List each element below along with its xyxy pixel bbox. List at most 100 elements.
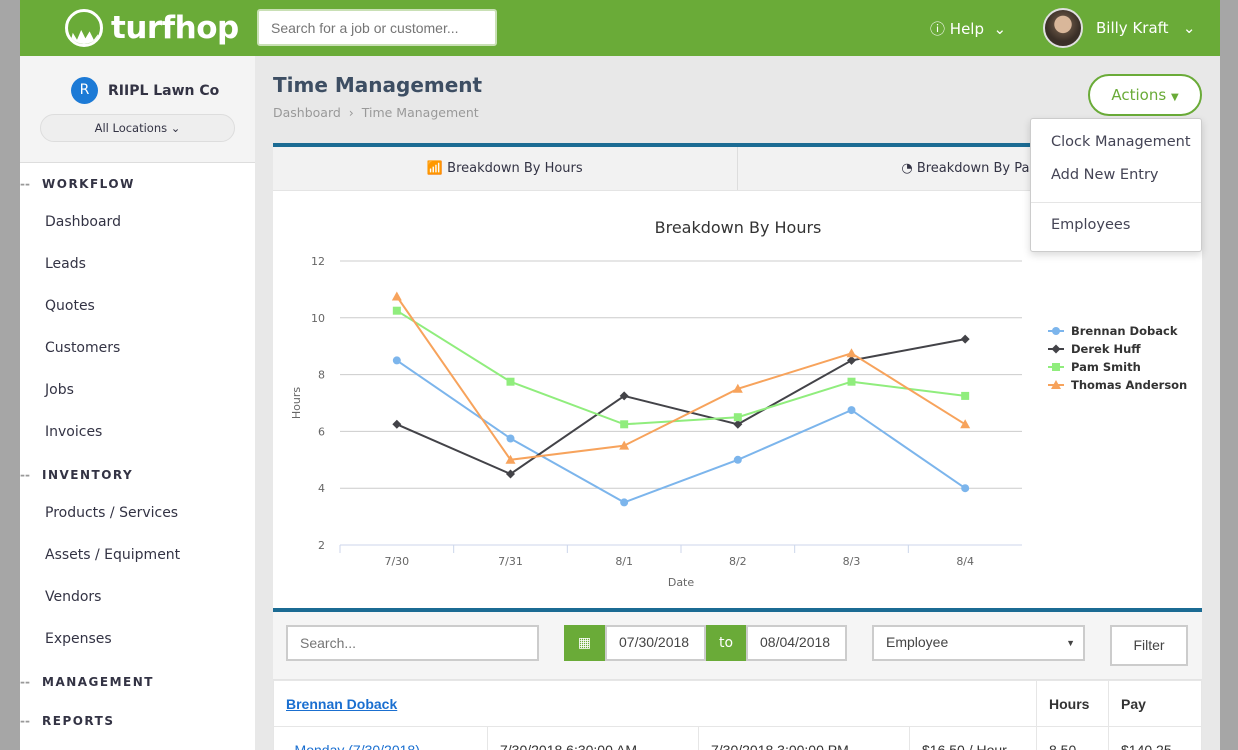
user-name: Billy Kraft — [1096, 19, 1169, 37]
data-point — [733, 413, 742, 422]
data-point — [506, 434, 515, 443]
nav-invoices[interactable]: Invoices — [45, 424, 103, 440]
to-date-input[interactable]: 08/04/2018 — [746, 625, 847, 661]
data-point — [733, 455, 742, 464]
y-tick-label: 10 — [311, 312, 325, 325]
grass-logo-icon — [65, 9, 103, 47]
to-label: to — [706, 625, 746, 661]
data-point — [847, 355, 856, 365]
nav-expenses[interactable]: Expenses — [45, 631, 112, 647]
actions-label: Actions — [1111, 86, 1167, 104]
time-table: Brennan Doback Hours Pay - Monday (7/30/20… — [273, 680, 1202, 750]
menu-clock-management[interactable]: Clock Management — [1051, 134, 1191, 150]
menu-employees[interactable]: Employees — [1051, 217, 1131, 233]
x-tick-label: 8/3 — [843, 555, 861, 568]
nav-quotes[interactable]: Quotes — [45, 298, 95, 314]
y-tick-label: 2 — [318, 539, 325, 552]
y-tick-label: 8 — [318, 369, 325, 382]
location-select[interactable]: All Locations ⌄ — [40, 114, 235, 142]
legend-marker — [1051, 380, 1061, 389]
legend-marker — [1052, 363, 1060, 371]
tab-breakdown-hours[interactable]: 📶 Breakdown By Hours — [273, 147, 738, 190]
actions-button[interactable]: Actions ▼ — [1088, 74, 1202, 116]
menu-add-new-entry[interactable]: Add New Entry — [1051, 167, 1159, 183]
x-tick-label: 8/2 — [729, 555, 747, 568]
clock-in: 7/30/2018 6:30:00 AM — [487, 726, 699, 750]
legend-marker — [1051, 344, 1061, 354]
data-point — [506, 469, 515, 479]
legend-label: Pam Smith — [1071, 360, 1141, 374]
data-point — [847, 377, 856, 386]
nav-dashboard[interactable]: Dashboard — [45, 214, 121, 230]
x-tick-label: 7/31 — [498, 555, 523, 568]
section-reports[interactable]: REPORTS — [20, 714, 114, 728]
breadcrumb: Dashboard › Time Management — [273, 105, 479, 120]
nav-leads[interactable]: Leads — [45, 256, 86, 272]
data-point — [733, 419, 743, 429]
x-tick-label: 8/4 — [956, 555, 974, 568]
pay: $140.25 — [1108, 726, 1202, 750]
avatar — [1043, 8, 1083, 48]
help-label: Help — [949, 20, 984, 38]
bar-chart-icon: 📶 — [426, 161, 444, 176]
day-link[interactable]: - Monday (7/30/2018) — [286, 741, 420, 750]
employee-link[interactable]: Brennan Doback — [286, 695, 398, 712]
pie-chart-icon: ◔ — [901, 161, 913, 176]
data-point — [960, 419, 971, 429]
x-tick-label: 8/1 — [615, 555, 633, 568]
data-point — [619, 440, 630, 450]
y-tick-label: 6 — [318, 425, 325, 438]
nav-jobs[interactable]: Jobs — [45, 382, 74, 398]
data-point — [732, 383, 743, 393]
x-axis-title: Date — [668, 576, 695, 589]
filter-button[interactable]: Filter — [1110, 625, 1188, 666]
caret-down-icon: ▼ — [1066, 638, 1075, 648]
legend-label: Thomas Anderson — [1071, 378, 1187, 392]
from-date-input[interactable]: 07/30/2018 — [605, 625, 706, 661]
app: turfhop ⓘ Help ⌄ Billy Kraft ⌄ R RIIPL La… — [20, 0, 1220, 750]
breadcrumb-current: Time Management — [361, 105, 479, 120]
user-menu[interactable]: Billy Kraft ⌄ — [1043, 8, 1195, 48]
data-point — [960, 334, 970, 344]
calendar-button[interactable]: ▦ — [564, 625, 605, 661]
nav-assets[interactable]: Assets / Equipment — [45, 547, 181, 563]
section-inventory[interactable]: INVENTORY — [20, 468, 133, 482]
data-point — [847, 406, 856, 415]
legend-marker — [1052, 327, 1060, 335]
section-management[interactable]: MANAGEMENT — [20, 675, 154, 689]
logo[interactable]: turfhop — [65, 9, 239, 47]
org-name: R RIIPL Lawn Co — [71, 77, 219, 104]
x-tick-label: 7/30 — [384, 555, 409, 568]
caret-down-icon: ▼ — [1170, 92, 1179, 103]
data-point — [392, 356, 401, 365]
org-label: RIIPL Lawn Co — [108, 82, 220, 99]
page-title: Time Management — [273, 73, 483, 97]
legend-label: Brennan Doback — [1071, 324, 1178, 338]
filter-panel: ▦ 07/30/2018 to 08/04/2018 Employee ▼ Fil… — [273, 608, 1202, 750]
series-line — [396, 309, 966, 426]
nav-customers[interactable]: Customers — [45, 340, 121, 356]
y-axis-title: Hours — [290, 387, 303, 419]
data-point — [846, 348, 857, 358]
hours: 8.50 — [1036, 726, 1109, 750]
data-point — [619, 391, 629, 401]
location-label: All Locations — [94, 121, 168, 135]
legend-label: Derek Huff — [1071, 342, 1141, 356]
global-search-input[interactable] — [257, 9, 497, 46]
calendar-icon: ▦ — [577, 635, 592, 651]
breadcrumb-dashboard[interactable]: Dashboard — [273, 105, 341, 120]
series-line — [396, 295, 966, 461]
hours-header: Hours — [1036, 680, 1109, 727]
employee-select[interactable]: Employee ▼ — [872, 625, 1085, 661]
actions-menu: Clock Management Add New Entry Employees — [1030, 118, 1202, 252]
chevron-down-icon: ⌄ — [993, 20, 1007, 38]
chevron-down-icon: ⌄ — [1182, 19, 1196, 37]
pay-header: Pay — [1108, 680, 1202, 727]
search-input[interactable] — [286, 625, 539, 661]
section-workflow[interactable]: WORKFLOW — [20, 177, 135, 191]
data-point — [620, 420, 629, 429]
nav-products[interactable]: Products / Services — [45, 505, 179, 521]
help-menu[interactable]: ⓘ Help ⌄ — [930, 18, 1006, 39]
nav-vendors[interactable]: Vendors — [45, 589, 102, 605]
